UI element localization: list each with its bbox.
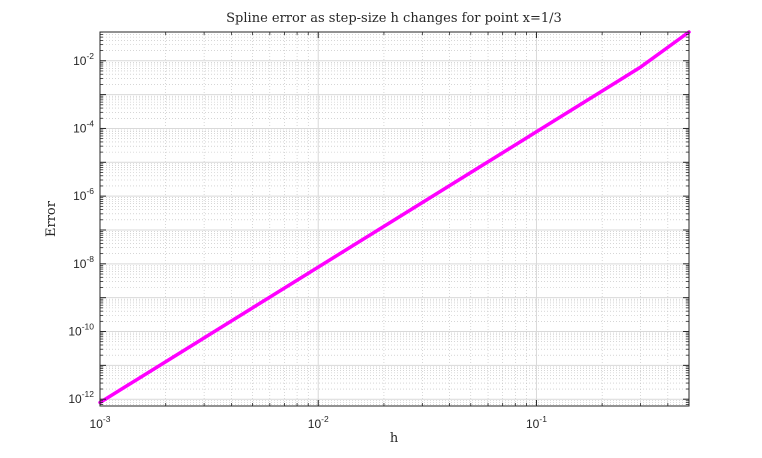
y-tick-label-exponent: -4 [86,118,94,128]
x-tick-label-exponent: -1 [539,414,547,424]
y-tick-label-base: 10 [73,257,87,271]
y-tick-label-base: 10 [68,392,82,406]
y-tick-label: 10-4 [73,118,94,135]
series-line-0 [98,30,691,405]
y-tick-label: 10-10 [68,322,94,339]
y-tick-label-exponent: -12 [82,389,95,399]
x-tick-label: 10-1 [526,414,547,431]
x-tick-label-base: 10 [526,417,540,431]
minor-grid [100,31,690,406]
y-tick-label-exponent: -2 [86,51,94,61]
y-tick-label-exponent: -8 [86,254,94,264]
major-grid [99,32,689,406]
plot-frame [99,31,690,407]
y-tick-label: 10-12 [68,389,94,406]
y-tick-label-exponent: -6 [86,186,94,196]
series-layer [98,30,691,405]
x-tick-label: 10-2 [308,414,329,431]
y-tick-label: 10-6 [73,186,94,203]
x-tick-label: 10-3 [90,414,111,431]
x-tick-label-base: 10 [308,417,322,431]
y-tick-label: 10-8 [73,254,94,271]
x-axis-label: h [390,431,399,446]
x-tick-label-exponent: -2 [321,414,329,424]
x-tick-label-base: 10 [90,417,104,431]
y-tick-label: 10-2 [73,51,94,68]
tick-marks [99,31,690,406]
chart-title: Spline error as step-size h changes for … [226,11,562,26]
y-axis-label: Error [44,200,59,237]
y-tick-label-base: 10 [68,325,82,339]
y-tick-label-base: 10 [73,121,87,135]
y-tick-label-base: 10 [73,189,87,203]
x-tick-label-exponent: -3 [103,414,111,424]
x-tick-labels: 10-3 10-2 10-1 [90,414,548,431]
y-tick-label-base: 10 [73,54,87,68]
y-tick-label-exponent: -10 [82,322,95,332]
